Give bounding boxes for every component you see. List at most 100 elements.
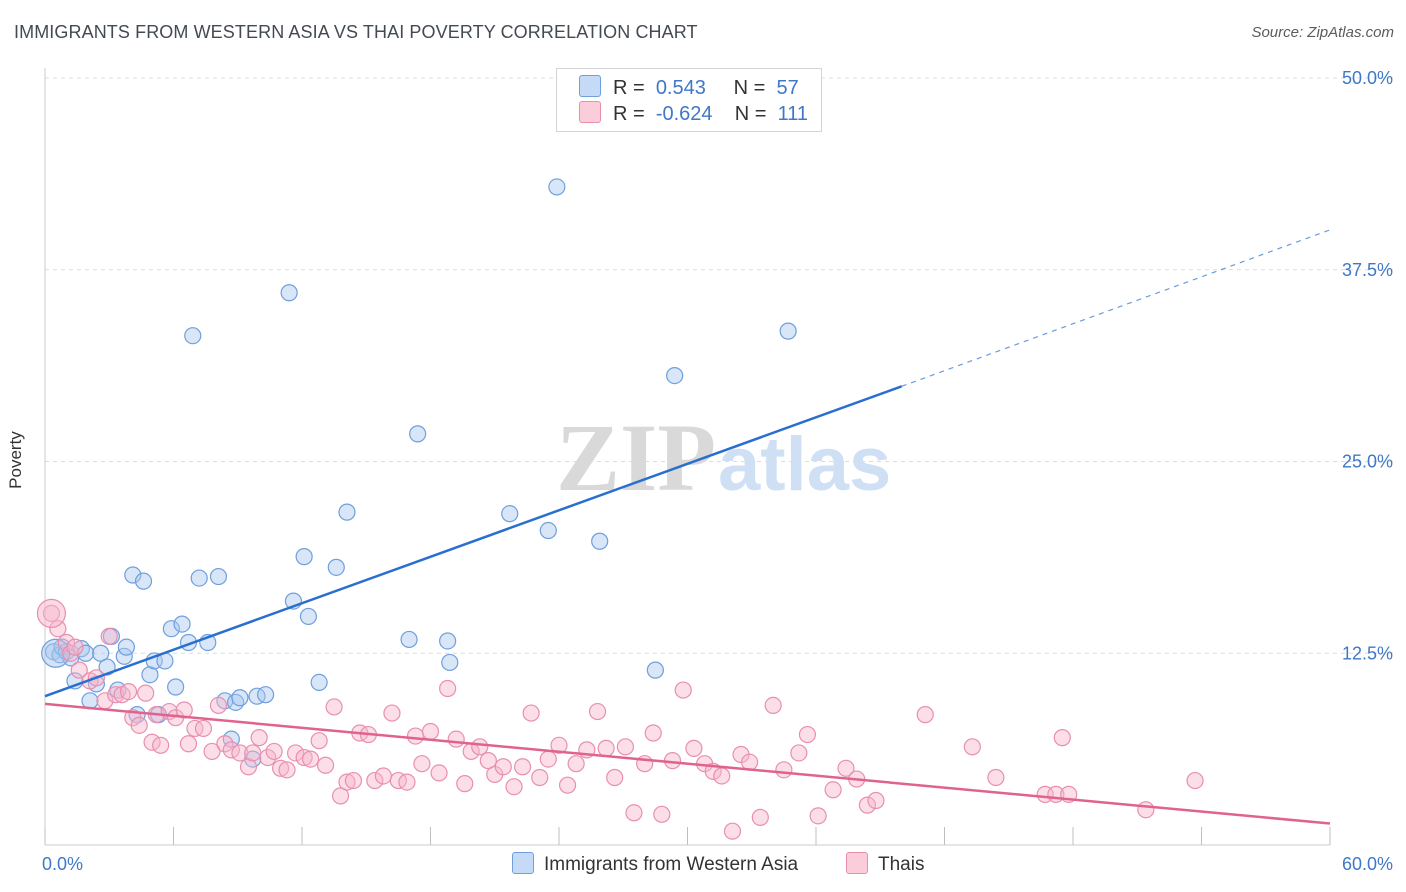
data-point-western-asia [327, 558, 345, 576]
legend-r-value: -0.624 [655, 103, 713, 125]
data-point-thais [107, 686, 125, 704]
data-point-western-asia [548, 178, 566, 196]
legend-n-value: 57 [776, 77, 799, 99]
data-point-thais [366, 771, 384, 790]
data-point-thais [616, 738, 634, 756]
data-point-thais [331, 787, 350, 805]
data-point-thais [867, 791, 885, 810]
data-point-western-asia [167, 678, 185, 696]
data-point-western-asia [173, 615, 191, 633]
y-tick-label: 37.5% [1342, 260, 1393, 280]
data-point-thais [179, 735, 198, 753]
data-point-thais [625, 804, 643, 822]
data-point-western-asia [400, 630, 418, 649]
data-point-western-asia [117, 638, 135, 656]
data-point-thais [137, 684, 155, 702]
data-point-thais [325, 698, 343, 716]
legend-label-western-asia: Immigrants from Western Asia [544, 854, 799, 875]
legend-r-label: R = [613, 103, 645, 125]
trend-line-thais [44, 702, 1331, 825]
legend-n-label: N = [734, 103, 767, 125]
data-point-thais [278, 761, 296, 779]
legend-swatch-pink [846, 852, 868, 874]
data-point-thais [644, 724, 662, 742]
data-point-thais [130, 716, 148, 734]
data-point-western-asia [248, 687, 266, 705]
legend-swatch-pink [579, 101, 601, 123]
x-tick-label: 60.0% [1342, 854, 1393, 874]
data-point-thais [685, 739, 703, 757]
data-point-thais [858, 796, 877, 814]
data-point-western-asia [124, 566, 142, 584]
legend-n-value: 111 [777, 103, 808, 125]
data-point-thais [239, 758, 258, 776]
trend-line-western-asia-extension [901, 229, 1331, 387]
data-point-thais [809, 807, 827, 825]
data-point-western-asia [779, 322, 797, 340]
trend-line-western-asia [44, 385, 903, 698]
data-point-thais [775, 761, 793, 779]
data-point-thais [713, 767, 731, 785]
data-point-thais [606, 768, 624, 787]
data-point-thais [471, 738, 489, 756]
data-point-thais [250, 729, 268, 747]
data-point-thais [66, 638, 84, 656]
data-point-thais [550, 736, 568, 754]
data-point-thais [798, 725, 817, 744]
data-point-thais [413, 755, 431, 773]
data-point-thais [389, 771, 407, 790]
data-point-western-asia [190, 569, 208, 587]
data-point-thais [383, 704, 401, 722]
data-point-thais [963, 738, 981, 756]
data-point-thais [119, 682, 138, 701]
data-point-thais [430, 764, 448, 782]
legend-swatch-blue [512, 852, 534, 874]
data-point-thais [916, 706, 934, 724]
data-point-thais [723, 822, 742, 840]
correlation-legend: R = 0.543 N = 57 R = -0.624 N = 111 [556, 68, 822, 132]
data-point-thais [265, 742, 283, 761]
data-point-thais [374, 767, 392, 785]
data-point-western-asia [162, 620, 180, 638]
data-point-thais [231, 744, 249, 762]
data-point-thais [494, 758, 512, 776]
data-point-thais [398, 773, 416, 791]
x-tick-label: 0.0% [42, 854, 83, 874]
legend-r-value: 0.543 [655, 77, 706, 99]
series-legend: Immigrants from Western Asia Thais [0, 852, 1406, 878]
data-point-thais [209, 696, 228, 715]
data-point-thais [505, 778, 523, 796]
data-point-thais-large [36, 598, 67, 628]
data-point-thais [271, 759, 290, 777]
legend-swatch-blue [579, 75, 601, 97]
data-point-thais [588, 702, 607, 721]
data-point-thais [531, 768, 549, 787]
data-point-western-asia [310, 673, 328, 691]
data-point-thais [513, 758, 532, 776]
data-point-thais [1137, 801, 1155, 819]
data-point-western-asia [439, 632, 457, 650]
data-point-thais [406, 727, 425, 745]
data-point-western-asia [441, 653, 459, 672]
data-point-thais [421, 722, 440, 741]
data-point-western-asia [591, 532, 609, 550]
data-point-thais [790, 744, 808, 762]
data-point-thais [439, 679, 457, 698]
legend-row-blue: R = 0.543 N = 57 [579, 75, 799, 101]
data-point-western-asia [299, 607, 318, 626]
data-point-western-asia [77, 644, 95, 662]
data-point-thais [244, 744, 262, 762]
data-point-thais [216, 735, 234, 753]
data-point-western-asia [646, 661, 664, 679]
data-point-western-asia [256, 686, 275, 704]
data-point-western-asia [539, 521, 557, 540]
data-point-thais [764, 696, 782, 715]
data-point-western-asia [501, 505, 519, 523]
data-point-thais [344, 771, 362, 790]
data-point-thais [539, 750, 557, 768]
legend-item-thais: Thais [846, 852, 924, 876]
data-point-western-asia [184, 327, 202, 345]
legend-label-thais: Thais [878, 854, 925, 875]
data-point-thais [194, 719, 213, 738]
